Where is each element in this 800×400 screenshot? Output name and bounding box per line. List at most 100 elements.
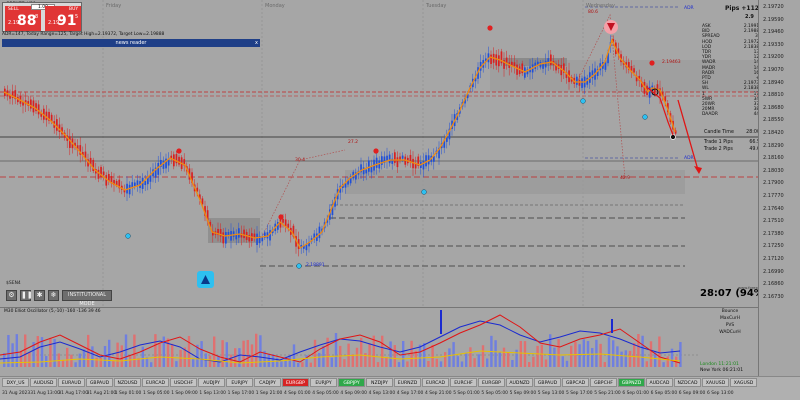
symbol-button-gbpnzd[interactable]: GBPNZD	[618, 378, 645, 387]
stat-value: 2.18381	[743, 44, 762, 50]
price-tick: 2.17120	[763, 256, 784, 262]
symbol-button-audcad[interactable]: AUDCAD	[646, 378, 673, 387]
symbol-button-eurjpy[interactable]: EURJPY	[310, 378, 337, 387]
stat-label: SH	[702, 81, 709, 87]
settings-icon[interactable]: ✱	[34, 290, 45, 301]
oscillator-bar	[288, 354, 291, 367]
sell-signal-icon[interactable]	[604, 20, 618, 34]
symbol-button-eurnzd[interactable]: EURNZD	[394, 378, 421, 387]
price-tick: 2.18420	[763, 130, 784, 136]
stat-label: DAADR	[702, 112, 718, 118]
candle-body	[105, 175, 108, 186]
candle-body	[542, 63, 544, 69]
oscillator-bar	[561, 356, 564, 367]
oscillator-bar	[515, 349, 518, 367]
oscillator-bar	[502, 347, 506, 367]
symbol-button-audjpy[interactable]: AUDJPY	[198, 378, 225, 387]
legend-item: WADCurH	[719, 330, 741, 335]
oscillator-bar	[477, 354, 480, 367]
oscillator-bar	[381, 335, 384, 367]
symbol-button-nzdusd[interactable]: NZDUSD	[114, 378, 141, 387]
oscillator-bar	[70, 354, 73, 367]
candle-body	[115, 180, 118, 186]
stat-row: 1 178	[700, 92, 764, 97]
oscillator-bar	[519, 340, 522, 367]
institutional-mode-button[interactable]: INSTITUTIONAL MODE	[62, 290, 112, 307]
oscillator-bar	[360, 337, 363, 367]
oscillator-bar	[309, 362, 312, 367]
buy-label: BUY	[69, 7, 79, 12]
symbol-button-xagusd[interactable]: XAGUSD	[730, 378, 757, 387]
candle-body	[305, 244, 308, 251]
london-time: 11:21:01	[718, 362, 739, 367]
oscillator-bar	[385, 357, 388, 367]
candle-body	[401, 155, 404, 159]
candle-body	[362, 167, 365, 175]
session-label: Wednesday	[586, 3, 615, 9]
symbol-button-eurcad[interactable]: EURCAD	[142, 378, 169, 387]
oscillator-bar	[494, 340, 497, 367]
pause-icon[interactable]: ❚❚	[20, 290, 33, 301]
price-tick: 2.17770	[763, 193, 784, 199]
symbol-button-cadjpy[interactable]: CADJPY	[254, 378, 281, 387]
symbol-button-nzdjpy[interactable]: NZDJPY	[366, 378, 393, 387]
session-label: Friday	[106, 3, 122, 9]
candle-body	[170, 155, 173, 160]
symbol-button-audusd[interactable]: AUDUSD	[30, 378, 57, 387]
symbol-button-dxy_us[interactable]: DXY_US	[2, 378, 29, 387]
sell-button[interactable]: SELL 2.19 88 8	[5, 6, 41, 31]
chart-toolbar: ⚙ ❚❚ ✱ ❄ INSTITUTIONAL MODE	[6, 290, 112, 307]
symbol-button-gbpaud[interactable]: GBPAUD	[534, 378, 561, 387]
snowflake-icon[interactable]: ❄	[48, 290, 59, 301]
symbol-button-usdchf[interactable]: USDCHF	[170, 378, 197, 387]
gear-icon[interactable]: ⚙	[6, 290, 17, 301]
candle-body	[269, 230, 271, 241]
symbol-button-eurgbp[interactable]: EURGBP	[282, 378, 309, 387]
candle-body	[433, 156, 435, 162]
symbol-switcher: DXY_US AUDUSD EURAUD GBPAUD NZDUSD EURCAD USDC…	[0, 378, 800, 389]
oscillator-bar	[87, 334, 90, 367]
stat-row: SH 2.19730	[700, 81, 764, 86]
symbol-button-eurjpy[interactable]: EURJPY	[226, 378, 253, 387]
oscillator-bar	[271, 354, 275, 367]
price-tick: 2.19460	[763, 29, 784, 36]
close-icon[interactable]: x	[255, 40, 258, 46]
price-tick: 2.16730	[763, 293, 784, 300]
candle-body	[412, 158, 414, 169]
candle-body	[196, 187, 199, 192]
price-tick: 2.19070	[763, 67, 784, 73]
candle-body	[56, 119, 58, 131]
price-chart[interactable]	[0, 0, 758, 306]
price-tick: 2.17380	[763, 230, 784, 237]
candle-body	[82, 152, 84, 156]
buy-button[interactable]: BUY 2.19 91 5	[45, 6, 81, 31]
candle-body	[438, 147, 440, 159]
candle-body	[157, 162, 160, 175]
symbol-button-eurchf[interactable]: EURCHF	[450, 378, 477, 387]
buy-signal-icon[interactable]	[197, 271, 214, 288]
oscillator-bar	[620, 351, 623, 367]
symbol-button-eurcad[interactable]: EURCAD	[422, 378, 449, 387]
candle-body	[191, 172, 193, 183]
stat-label: ASK	[702, 24, 711, 29]
price-axis[interactable]: 2.19720 2.19590 2.19460 2.19330 2.19200 2.190…	[758, 0, 800, 376]
symbol-button-eurgbp[interactable]: EURGBP	[478, 378, 505, 387]
symbol-button-gbpcad[interactable]: GBPCAD	[562, 378, 589, 387]
oscillator-chart[interactable]	[0, 307, 758, 376]
time-tick: 4 Sep 01:00	[284, 391, 311, 396]
symbol-button-gbpjpy[interactable]: GBPJPY	[338, 378, 365, 387]
candle-body	[612, 39, 615, 43]
symbol-button-gbpchf[interactable]: GBPCHF	[590, 378, 617, 387]
oscillator-bar	[355, 347, 359, 367]
pips-sub: 2.9	[745, 14, 754, 20]
oscillator-bar	[376, 362, 380, 367]
candle-body	[349, 176, 352, 184]
oscillator-bar	[498, 352, 501, 367]
symbol-button-euraud[interactable]: EURAUD	[58, 378, 85, 387]
adr-label: ADR	[684, 6, 694, 11]
symbol-button-xauusd[interactable]: XAUUSD	[702, 378, 729, 387]
news-reader-bar[interactable]: news reader x	[2, 39, 260, 47]
symbol-button-nzdcad[interactable]: NZDCAD	[674, 378, 701, 387]
symbol-button-gbpaud[interactable]: GBPAUD	[86, 378, 113, 387]
symbol-button-audnzd[interactable]: AUDNZD	[506, 378, 533, 387]
